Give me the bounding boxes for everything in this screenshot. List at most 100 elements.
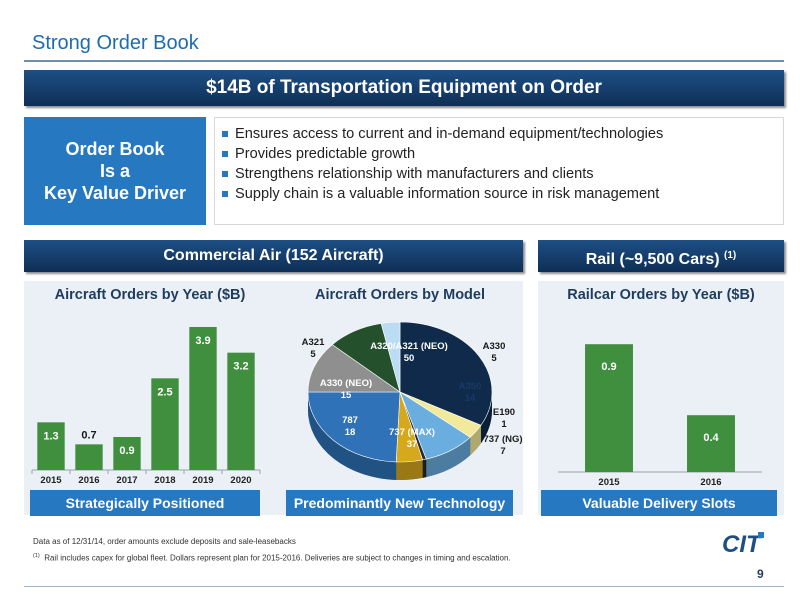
pie-label-value: 5 [491,353,497,364]
footnotes: Data as of 12/31/14, order amounts exclu… [33,535,511,566]
pie-label-name: 737 (MAX) [389,427,435,438]
new-technology-label: Predominantly New Technology [286,490,513,516]
bar-value-label: 3.2 [233,361,248,373]
x-tick-label: 2020 [230,475,251,486]
page-number: 9 [757,567,764,581]
bullet-item: Ensures access to current and in-demand … [222,124,783,144]
bar-2019 [189,327,217,470]
rail-header: Rail (~9,500 Cars) (1) [538,240,784,272]
rail-header-label: Rail (~9,500 Cars) [585,251,720,268]
pie-side-shade [396,459,423,481]
pie-slice-A320/A321 (NEO) [399,321,493,426]
pie-label: A321 5 [302,337,325,360]
pie-label-name: A321 [302,337,325,348]
railcar-orders-by-year-chart: 0.9 2015 0.4 2016 [558,344,762,488]
rail-footnote-marker: (1) [724,250,737,261]
pie-label-value: 5 [310,349,316,360]
pie-side-shade [422,459,427,478]
pie-label-name: A330 [483,341,506,352]
commercial-air-header: Commercial Air (152 Aircraft) [24,240,523,272]
bar-2018 [151,378,179,470]
pie-label-value: 15 [341,390,352,401]
pie-side-A330 [470,425,481,456]
cit-logo: CIT [722,531,764,556]
value-driver-box: Order Book Is a Key Value Driver [24,117,206,225]
pie-label: 737 (MAX) 37 [389,427,435,450]
pie-side-shade [470,425,481,456]
pie-label-value: 50 [404,353,415,364]
cit-logo-text: CIT [722,531,763,556]
cit-logo-square [758,532,764,538]
pie-label: A330 (NEO) 15 [320,378,372,401]
bar-value-label: 0.7 [81,429,96,441]
pie-side-shade [308,392,397,480]
slide-title: Strong Order Book [32,32,199,54]
pie-label-value: 1 [501,419,507,430]
bullet-list: Ensures access to current and in-demand … [215,118,783,204]
pie-side-A320/A321 (NEO) [480,392,492,444]
pie-label-name: A330 (NEO) [320,378,372,389]
pie-label: A320/A321 (NEO) 50 [370,341,448,364]
delivery-slots-label: Valuable Delivery Slots [541,490,777,516]
pie-side-A350 [426,437,471,478]
aircraft-orders-by-model-title: Aircraft Orders by Model [314,287,485,303]
bar-value-label: 3.9 [195,335,210,347]
value-driver-line-2: Is a [99,161,131,181]
bar-value-label: 1.3 [43,430,58,442]
strategically-positioned-label: Strategically Positioned [30,490,260,516]
bullet-item: Supply chain is a valuable information s… [222,184,783,204]
bar-2020 [227,352,255,470]
bar-value-label: 2.5 [157,386,172,398]
x-tick-label: 2015 [40,475,62,486]
footnote-marker: (1) [33,553,40,559]
rail-panel [538,281,784,515]
footnote-data-as-of: Data as of 12/31/14, order amounts exclu… [33,537,296,546]
pie-side-shade [426,437,471,478]
value-driver-line-3: Key Value Driver [43,183,187,203]
x-tick-label: 2016 [700,477,721,488]
railcar-orders-by-year-title: Railcar Orders by Year ($B) [567,287,755,303]
pie-label-value: 14 [465,393,476,404]
aircraft-orders-by-year-chart: 1.3 2015 0.7 2016 0.9 2017 2.5 2018 3.9 2019 3.2 20… [31,327,261,486]
pie-label: A350 14 [459,381,482,404]
pie-label-name: E190 [493,407,515,418]
bar-2016 [687,415,735,472]
x-tick-label: 2019 [192,475,213,486]
value-driver-line-1: Order Book [65,139,165,159]
bar-2015 [585,344,633,472]
footnote-rail-text: Rail includes capex for global fleet. Do… [44,553,511,563]
pie-label: 737 (NG) 7 [483,434,522,457]
x-tick-label: 2015 [598,477,620,488]
pie-side-737 (MAX) [308,392,397,480]
pie-label-name: 737 (NG) [483,434,522,445]
pie-label: E190 1 [493,407,515,430]
pie-label-name: 787 [342,415,358,426]
pie-slice-737 (MAX) [307,391,401,463]
pie-label: 787 18 [342,415,358,438]
bullets-box: Ensures access to current and in-demand … [214,117,784,225]
pie-slice-A321 [380,321,401,393]
pie-slice-787 [307,344,401,393]
bar-2016 [75,444,103,470]
bullet-item: Strengthens relationship with manufactur… [222,164,783,184]
x-tick-label: 2016 [78,475,99,486]
pie-label-value: 18 [345,427,356,438]
bar-2015 [37,422,65,470]
pie-label-value: 37 [407,439,418,450]
bottom-divider [24,586,784,587]
pie-label-name: A350 [459,381,482,392]
pie-label: A330 5 [483,341,506,364]
x-tick-label: 2018 [154,475,175,486]
pie-label-value: 7 [500,446,505,457]
x-tick-label: 2017 [116,475,137,486]
pie-side-shade [480,392,492,444]
title-divider [24,60,784,62]
bar-value-label: 0.4 [703,432,719,444]
bar-2017 [113,437,141,470]
bar-value-label: 0.9 [601,361,616,373]
pie-label-name: A320/A321 (NEO) [370,341,448,352]
main-banner: $14B of Transportation Equipment on Orde… [24,70,784,106]
bar-value-label: 0.9 [119,445,134,457]
